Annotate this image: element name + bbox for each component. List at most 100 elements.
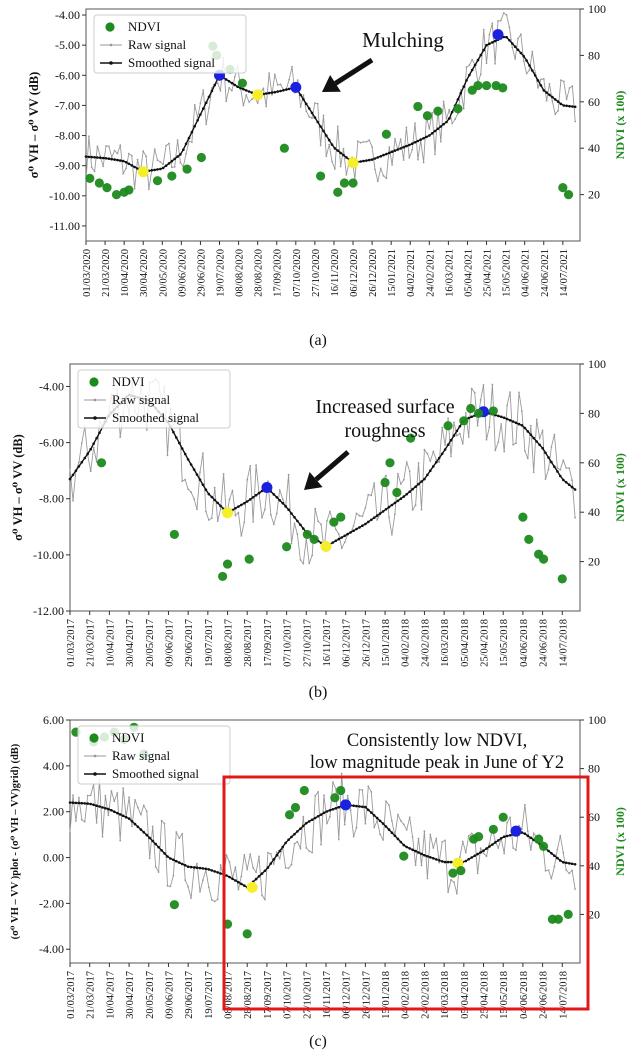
smoothed-signal-point [242,87,245,91]
raw-signal-point [373,826,376,829]
smoothed-signal-point [199,113,202,116]
smoothed-signal-point [520,424,524,427]
raw-signal-point [261,516,263,519]
raw-signal-point [547,468,550,471]
smoothed-signal-point [68,801,72,804]
raw-signal-point [364,822,367,825]
raw-signal-point [69,467,71,470]
raw-signal-point [326,519,328,522]
smoothed-signal-point [219,872,222,875]
raw-signal-point [447,417,449,420]
smoothed-signal-point [159,167,162,171]
raw-signal-point [459,89,462,91]
smoothed-signal-point [567,862,571,865]
raw-signal-point [187,885,190,888]
ndvi-point [498,83,508,93]
raw-signal-point [90,166,93,169]
raw-signal-point [376,819,379,822]
raw-signal-point [202,879,204,881]
raw-signal-point [509,816,511,819]
raw-signal-point [565,98,568,101]
raw-signal-point [96,145,99,148]
smoothed-signal-point [446,860,450,864]
raw-signal-point [544,478,547,480]
raw-signal-point [119,839,122,842]
smoothed-signal-point [189,865,193,869]
raw-signal-point [553,865,556,868]
x-tick-label: 24/06/2018 [539,971,550,1019]
smoothed-signal-point [195,473,199,476]
smoothed-signal-point [570,485,574,489]
raw-signal-point [172,874,175,877]
raw-signal-point [216,898,219,901]
x-tick-label: 29/06/2017 [184,619,195,667]
raw-signal-point [402,823,405,826]
smoothed-signal-point [559,859,562,862]
smoothed-signal-point [243,884,246,887]
smoothed-signal-point [236,85,239,88]
raw-signal-point [358,788,361,791]
ndvi-point [563,909,573,920]
smoothed-signal-point [278,849,282,853]
smoothed-signal-point [305,821,308,825]
smoothed-signal-point [247,90,251,93]
legend-smoothed-dot [109,61,113,65]
ndvi-point [290,802,301,813]
raw-signal-point [537,86,539,89]
smoothed-signal-point [450,110,454,114]
y2-tick-label: 40 [588,859,600,873]
smoothed-signal-point [491,843,494,846]
raw-signal-point [287,473,290,476]
raw-signal-point [207,886,210,889]
raw-signal-point [405,126,408,129]
raw-signal-point [243,854,246,856]
raw-signal-point [196,862,198,865]
raw-signal-point [568,872,571,875]
raw-signal-point [428,127,431,130]
raw-signal-point [245,94,248,96]
smoothed-signal-point [130,164,134,167]
smoothed-signal-point [110,157,113,161]
smoothed-signal-point [71,473,75,477]
smoothed-signal-point [539,84,543,87]
x-tick-label: 15/05/2018 [499,619,510,667]
raw-signal-point [305,847,308,849]
ndvi-point [456,866,466,876]
ndvi-point [302,529,312,540]
smoothed-signal-point [443,860,447,864]
y-tick-label: -8.00 [39,492,64,506]
smoothed-signal-point [322,811,326,815]
ndvi-point [330,793,340,803]
smoothed-signal-point [465,79,468,82]
x-tick-label: 15/05/2021 [502,249,513,297]
raw-signal-point [479,399,482,401]
smoothed-signal-point [180,862,184,866]
raw-signal-point [444,444,446,446]
smoothed-signal-point [207,868,211,871]
ndvi-point [381,129,392,139]
raw-signal-point [199,471,201,474]
smoothed-signal-point [119,159,122,162]
smoothed-signal-point [278,499,282,502]
smoothed-signal-point [548,93,551,97]
raw-signal-point [521,410,523,413]
raw-signal-point [320,523,322,526]
smoothed-signal-point [352,529,355,532]
raw-signal-point [494,62,496,65]
smoothed-signal-point [405,845,409,849]
smoothed-signal-point [448,117,451,120]
raw-signal-point [249,465,252,467]
smoothed-signal-point [405,492,409,496]
raw-signal-point [222,473,225,475]
raw-signal-point [173,166,176,168]
raw-signal-point [125,167,127,170]
raw-signal-point [465,66,468,69]
smoothed-signal-point [408,847,412,850]
smoothed-signal-point [204,867,208,871]
smoothed-signal-point [101,806,104,809]
y2-tick-label: 80 [588,48,600,62]
smoothed-signal-point [124,160,128,164]
ndvi-point [466,403,476,414]
raw-signal-point [544,869,547,872]
ndvi-point [558,183,568,193]
